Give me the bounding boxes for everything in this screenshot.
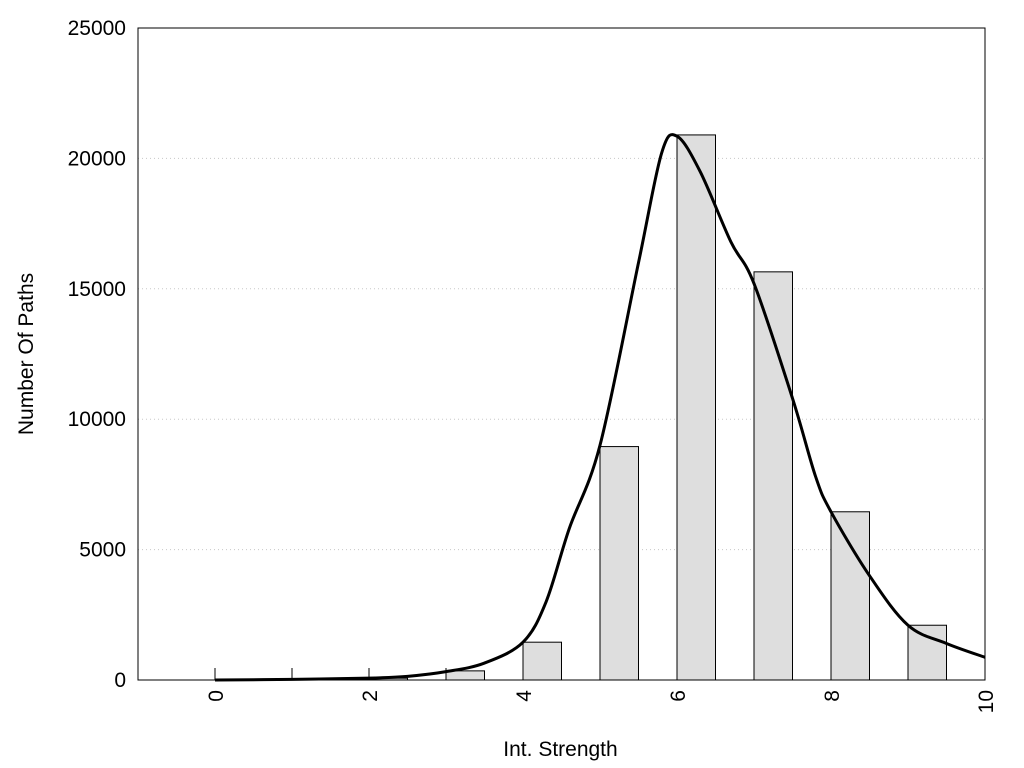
y-tick-label: 15000: [68, 278, 126, 301]
x-tick-label: 8: [821, 690, 844, 702]
histogram-bar: [830, 511, 870, 681]
grid-lines: [138, 157, 985, 551]
histogram-bar: [907, 624, 947, 681]
y-tick-label: 25000: [68, 17, 126, 40]
histogram-bar: [676, 134, 716, 681]
x-tick-label: 0: [205, 690, 228, 702]
y-tick-label: 10000: [68, 408, 126, 431]
x-tick-label: 10: [975, 690, 998, 713]
histogram-bars: [291, 134, 947, 681]
histogram-bar: [445, 670, 485, 681]
plot-frame: [137, 27, 986, 681]
x-tick-labels: 0 2 4 6 8 10: [205, 690, 998, 714]
y-tick-labels: 0 5000 10000 15000 20000 25000: [68, 17, 126, 692]
x-axis-title: Int. Strength: [503, 738, 617, 761]
y-tick-label: 5000: [79, 539, 126, 562]
y-tick-label: 20000: [68, 147, 126, 170]
x-tick-label: 4: [513, 690, 536, 702]
density-curve: [214, 133, 986, 682]
histogram-bar: [599, 446, 639, 681]
x-tick-label: 6: [667, 690, 690, 702]
y-axis-title: Number Of Paths: [15, 273, 38, 435]
histogram-bar: [522, 641, 562, 681]
histogram-bar: [753, 271, 793, 681]
y-tick-label: 0: [114, 669, 126, 692]
x-tick-label: 2: [359, 690, 382, 702]
